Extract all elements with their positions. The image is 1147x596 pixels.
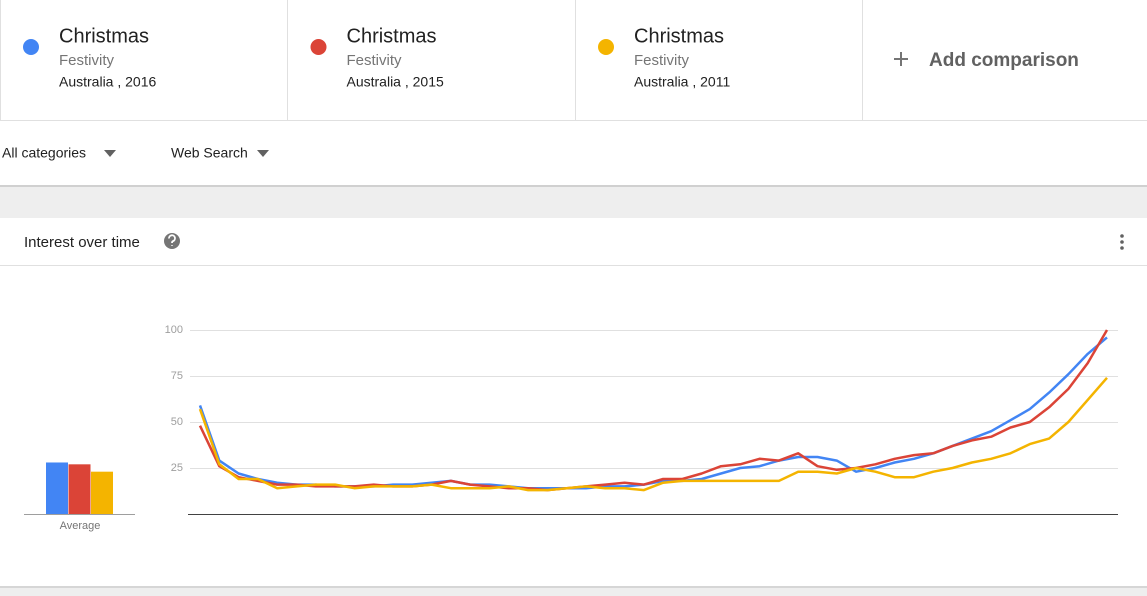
- term-category: Festivity: [634, 52, 690, 69]
- more-menu[interactable]: [1120, 234, 1124, 250]
- header-bg: [0, 0, 1147, 185]
- search-term: Christmas: [634, 25, 724, 47]
- search-term: Christmas: [59, 25, 149, 47]
- panel-title: Interest over time: [24, 234, 140, 251]
- shadow: [0, 586, 1147, 588]
- series-dot: [23, 39, 39, 55]
- average-bar: [68, 464, 91, 514]
- help-glyph: [168, 234, 176, 246]
- region-year: Australia , 2016: [59, 74, 156, 90]
- shadow: [0, 185, 1147, 187]
- region-year: Australia , 2011: [634, 74, 730, 90]
- y-tick-label: 25: [171, 462, 183, 474]
- search-term: Christmas: [347, 25, 437, 47]
- bar-category-label: Average: [60, 520, 101, 532]
- add-comparison-label[interactable]: Add comparison: [929, 50, 1079, 71]
- term-category: Festivity: [59, 52, 115, 69]
- category-filter[interactable]: All categories: [2, 145, 116, 161]
- filter-label[interactable]: All categories: [2, 145, 86, 161]
- dot: [1120, 246, 1124, 250]
- comparison-card[interactable]: Christmas Festivity Australia , 2016: [23, 25, 156, 90]
- y-tick-label: 75: [171, 370, 183, 382]
- trend-line: [198, 376, 1108, 492]
- average-bar: [91, 471, 113, 514]
- term-category: Festivity: [347, 52, 403, 69]
- comparison-card[interactable]: Christmas Festivity Australia , 2011: [598, 25, 730, 90]
- panel: [0, 218, 1147, 586]
- dropdown-arrow: [257, 150, 269, 157]
- plus-icon: [894, 52, 908, 66]
- average-bar: [46, 462, 68, 514]
- y-tick-label: 50: [171, 416, 183, 428]
- dropdown-arrow: [104, 150, 116, 157]
- series-dot: [598, 39, 614, 55]
- comparison-card[interactable]: Christmas Festivity Australia , 2015: [310, 25, 444, 90]
- add-comparison[interactable]: Add comparison: [894, 50, 1079, 71]
- filter-label[interactable]: Web Search: [171, 145, 248, 161]
- series-dot: [310, 39, 327, 55]
- search-type-filter[interactable]: Web Search: [171, 145, 269, 161]
- y-tick-label: 100: [165, 324, 183, 336]
- chart: 25 50 75 100 Average: [46, 324, 1118, 532]
- dot: [1120, 234, 1124, 238]
- region-year: Australia , 2015: [347, 74, 444, 90]
- dot: [1120, 240, 1124, 244]
- help-icon[interactable]: [164, 233, 180, 249]
